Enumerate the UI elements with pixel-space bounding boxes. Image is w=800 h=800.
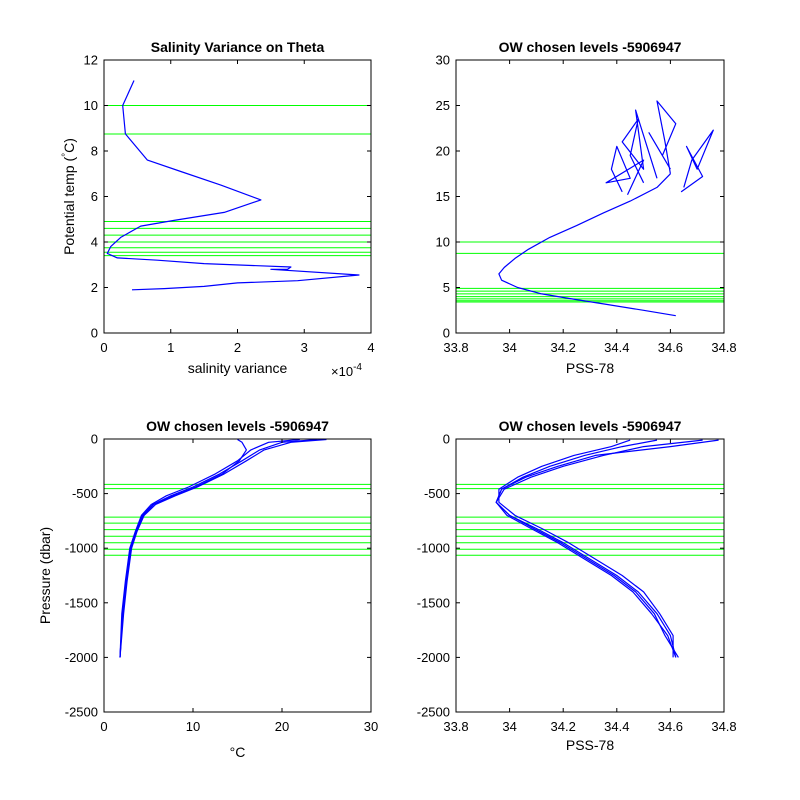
profile-series-4 bbox=[119, 438, 247, 658]
x-tick-label: 34.6 bbox=[658, 340, 683, 355]
y-tick-label: -500 bbox=[424, 486, 450, 501]
y-tick-label: 6 bbox=[91, 189, 98, 204]
x-tick-label: 34.4 bbox=[604, 340, 629, 355]
x-tick-label: 30 bbox=[364, 719, 378, 734]
x-tick-label: 34 bbox=[502, 719, 516, 734]
x-tick-label: 33.8 bbox=[443, 340, 468, 355]
y-tick-label: 15 bbox=[436, 189, 450, 204]
y-tick-label: -2000 bbox=[65, 650, 98, 665]
panel-1-ylabel-degree: ° bbox=[61, 153, 72, 157]
y-tick-label: 4 bbox=[91, 235, 98, 250]
panel-2-title: OW chosen levels -5906947 bbox=[499, 39, 682, 55]
profile-series-3 bbox=[498, 439, 674, 658]
y-tick-label: 12 bbox=[84, 53, 98, 68]
panel-1-ylabel: Potential temp (°C) bbox=[61, 138, 77, 255]
y-tick-label: -2500 bbox=[65, 705, 98, 720]
panel-1-ylabel-b: C) bbox=[61, 138, 77, 153]
panel-4-axes-box bbox=[455, 438, 725, 713]
x-tick-label: 4 bbox=[367, 340, 374, 355]
profile-series-5 bbox=[605, 145, 645, 195]
panel-1-title: Salinity Variance on Theta bbox=[151, 39, 325, 55]
x-tick-label: 0 bbox=[100, 340, 107, 355]
panel-1-plot-area bbox=[104, 80, 371, 291]
panel-2-plot-area bbox=[456, 100, 724, 317]
panel-theta-salinity: OW chosen levels -5906947 33.8 34 34.2 34.4… bbox=[436, 39, 737, 376]
y-tick-label: -1500 bbox=[65, 595, 98, 610]
y-tick-label: 10 bbox=[84, 98, 98, 113]
panel-1-x-exponent-power: -4 bbox=[353, 362, 362, 373]
x-tick-label: 20 bbox=[275, 719, 289, 734]
y-tick-label: -2000 bbox=[417, 650, 450, 665]
x-tick-label: 10 bbox=[186, 719, 200, 734]
x-tick-label: 0 bbox=[100, 719, 107, 734]
panel-4-ticks: 33.8 34 34.2 34.4 34.6 34.8 -2500 -2000 -1500 -10… bbox=[417, 432, 737, 735]
panel-3-plot-area bbox=[104, 438, 371, 658]
panel-4-title: OW chosen levels -5906947 bbox=[499, 418, 682, 434]
y-tick-label: 0 bbox=[443, 432, 450, 447]
x-tick-label: 34.2 bbox=[551, 719, 576, 734]
panel-pressure-salinity: OW chosen levels -5906947 33.8 34 34.2 34.4… bbox=[417, 418, 737, 753]
profile-series-1 bbox=[495, 439, 677, 658]
x-tick-label: 34 bbox=[502, 340, 516, 355]
panel-2-xlabel: PSS-78 bbox=[566, 360, 614, 376]
panel-1-x-exponent: ×10-4 bbox=[331, 362, 362, 379]
panel-3-xlabel: °C bbox=[230, 744, 246, 760]
x-tick-label: 33.8 bbox=[443, 719, 468, 734]
panel-3-ylabel: Pressure (dbar) bbox=[37, 527, 53, 624]
panel-3-title: OW chosen levels -5906947 bbox=[146, 418, 329, 434]
profile-series-2 bbox=[648, 100, 677, 174]
profile-series-2 bbox=[119, 438, 327, 658]
x-tick-label: 1 bbox=[167, 340, 174, 355]
y-tick-label: 5 bbox=[443, 280, 450, 295]
profile-series-4 bbox=[495, 439, 719, 658]
y-tick-label: -500 bbox=[72, 486, 98, 501]
profile-series-3 bbox=[119, 438, 300, 658]
panel-3-axes-box bbox=[103, 438, 372, 713]
y-tick-label: 0 bbox=[91, 432, 98, 447]
y-tick-label: -1000 bbox=[417, 541, 450, 556]
y-tick-label: 2 bbox=[91, 280, 98, 295]
y-tick-label: 0 bbox=[91, 326, 98, 341]
x-tick-label: 34.4 bbox=[604, 719, 629, 734]
x-tick-label: 34.2 bbox=[551, 340, 576, 355]
panel-4-plot-area bbox=[456, 439, 724, 658]
x-tick-label: 34.8 bbox=[711, 340, 736, 355]
panel-1-x-exponent-base: ×10 bbox=[331, 364, 353, 379]
panel-3-ticks: 0 10 20 30 -2500 -2000 -1500 -1000 -500 0 bbox=[65, 432, 378, 735]
y-tick-label: 30 bbox=[436, 53, 450, 68]
y-tick-label: -2500 bbox=[417, 705, 450, 720]
panel-1-xlabel: salinity variance bbox=[188, 360, 288, 376]
profile-series-1 bbox=[498, 173, 676, 317]
profile-series-2 bbox=[495, 439, 703, 658]
profile-series-3 bbox=[621, 109, 658, 184]
panel-salinity-variance: Salinity Variance on Theta 0 1 2 3 402468101… bbox=[61, 39, 375, 379]
y-tick-label: -1500 bbox=[417, 595, 450, 610]
x-tick-label: 34.8 bbox=[711, 719, 736, 734]
y-tick-label: 10 bbox=[436, 235, 450, 250]
panel-pressure-temperature: OW chosen levels -5906947 0 10 20 30 -2500 -2… bbox=[37, 418, 378, 760]
y-tick-label: -1000 bbox=[65, 541, 98, 556]
y-tick-label: 0 bbox=[443, 326, 450, 341]
x-tick-label: 34.6 bbox=[658, 719, 683, 734]
y-tick-label: 25 bbox=[436, 98, 450, 113]
panel-1-ylabel-a: Potential temp ( bbox=[61, 157, 77, 255]
panel-4-xlabel: PSS-78 bbox=[566, 737, 614, 753]
y-tick-label: 20 bbox=[436, 144, 450, 159]
y-tick-label: 8 bbox=[91, 144, 98, 159]
profile-series-1 bbox=[106, 80, 360, 291]
panel-2-ticks: 33.8 34 34.2 34.4 34.6 34.8 0 5 10 15 20 25 30 bbox=[436, 53, 737, 356]
x-tick-label: 3 bbox=[301, 340, 308, 355]
profile-series-4 bbox=[680, 129, 714, 193]
x-tick-label: 2 bbox=[234, 340, 241, 355]
